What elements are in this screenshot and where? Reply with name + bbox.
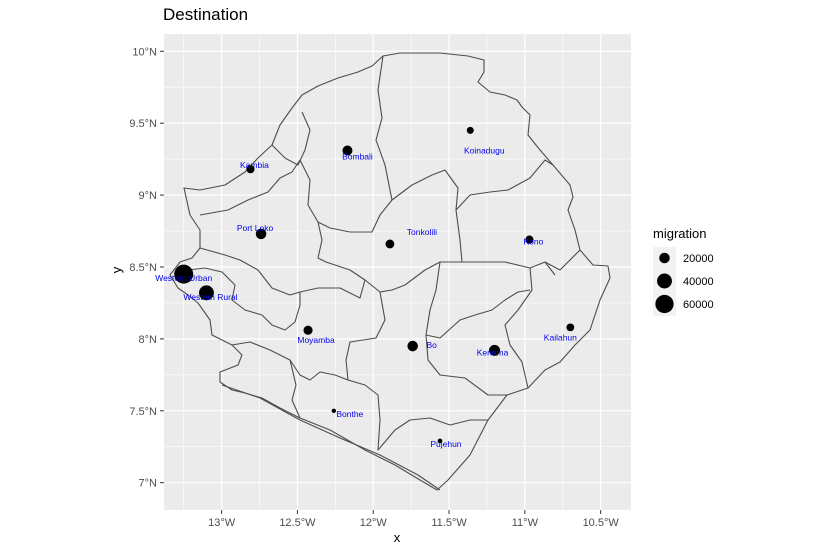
label-tonkolili: Tonkolili [407,227,437,237]
y-tick-label: 7.5°N [129,406,157,418]
point-port-loko [255,228,267,240]
point-bombali [342,145,353,156]
x-tick-label: 13°W [208,517,236,529]
district-labels: Western Urban Western Rural Kambia Port Lok… [155,145,577,449]
y-tick-label: 10°N [132,46,157,58]
border-bo-kenema-south [425,334,507,396]
label-koinadugu: Koinadugu [464,145,505,155]
y-tick-label: 8.5°N [129,262,157,274]
point-tonkolili [385,239,395,249]
y-tick-label: 9°N [139,190,158,202]
x-tick-label: 12°W [360,517,388,529]
legend-entries: 20000 40000 60000 [655,252,714,314]
border-bo-pujehun [347,379,488,451]
migration-points [174,126,575,444]
point-kenema [489,344,501,356]
minor-gridlines [164,34,631,510]
border-bonthe-inner [289,359,301,419]
legend-label-60000: 60000 [683,299,714,311]
y-axis: 10°N 9.5°N 9°N 8.5°N 8°N 7.5°N 7°N [129,46,164,490]
y-tick-label: 8°N [139,334,158,346]
point-kono [525,235,534,244]
border-portloko-moyamba [231,292,301,331]
point-western-urban [174,264,194,284]
plot-panel [164,34,631,510]
label-kambia: Kambia [240,160,269,170]
label-port-loko: Port Loko [237,223,274,233]
legend-label-20000: 20000 [683,253,714,265]
point-bonthe [331,408,337,413]
label-kailahun: Kailahun [544,332,577,342]
legend-key-40000 [657,273,672,289]
label-bombali: Bombali [342,151,373,161]
label-bo: Bo [426,340,437,350]
x-tick-label: 11°W [512,517,539,529]
border-moyamba-bo [345,291,386,381]
border-kono-koinadugu [507,159,554,191]
label-western-rural: Western Rural [183,292,237,302]
label-moyamba: Moyamba [297,335,335,345]
border-kono-kailahun [544,249,581,271]
point-pujehun [437,438,443,444]
border-koinadugu-tonkolili [391,169,509,211]
label-kono: Kono [523,237,543,247]
y-axis-title: y [109,266,124,273]
legend-title: migration [653,226,706,241]
x-axis: 13°W 12.5°W 12°W 11.5°W 11°W 10.5°W [208,510,619,529]
label-kenema: Kenema [477,347,509,357]
point-moyamba [303,325,313,335]
border-tonkolili-south [325,261,462,293]
size-legend: migration 20000 40000 60000 [653,226,714,316]
border-kenema-kailahun [504,267,533,389]
border-kambia-portloko [199,159,301,216]
border-portloko-western [199,247,366,299]
district-borders [169,52,611,491]
label-western-urban: Western Urban [155,273,212,283]
coastline [221,384,441,491]
point-western-rural [199,285,214,301]
legend-key-20000 [659,252,670,264]
x-tick-label: 10.5°W [583,517,620,529]
x-axis-title: x [394,530,401,545]
label-bonthe: Bonthe [336,409,363,419]
point-koinadugu [466,126,474,134]
label-pujehun: Pujehun [430,439,461,449]
border-moyamba-bonthe [231,341,349,381]
border-tonkolili-kono [455,209,556,276]
y-tick-label: 9.5°N [129,118,157,130]
border-western-urban-rural [187,267,236,301]
plot-title: Destination [163,5,248,24]
border-kambia-bombali [271,111,311,166]
y-tick-label: 7°N [139,478,158,490]
x-tick-label: 11.5°W [431,517,467,529]
point-kambia [246,165,255,174]
border-bo-kenema [425,261,531,339]
legend-label-40000: 40000 [683,276,714,288]
point-kailahun [566,323,575,332]
point-bo [407,340,418,352]
x-tick-label: 12.5°W [279,517,316,529]
legend-key-60000 [655,294,674,314]
